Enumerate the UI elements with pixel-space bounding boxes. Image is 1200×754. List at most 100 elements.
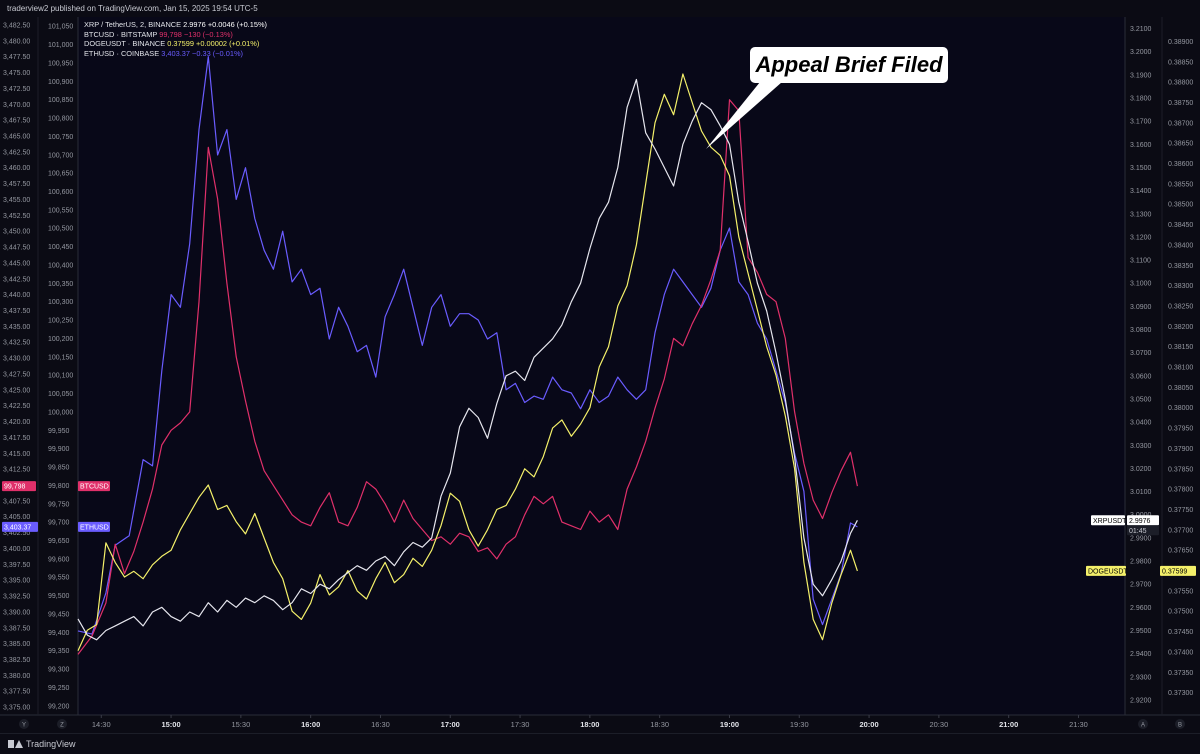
btc-axis-tick-label: 100,150 (48, 354, 73, 361)
doge-axis-tick-label: 0.38050 (1168, 385, 1193, 392)
time-axis-label: 21:00 (999, 720, 1018, 729)
xrp-axis-tick-label: 3.1600 (1130, 142, 1152, 149)
eth-axis-tick-label: 3,417.50 (3, 435, 30, 442)
xrp-axis-tick-label: 3.1000 (1130, 281, 1152, 288)
eth-axis-tick-label: 3,472.50 (3, 86, 30, 93)
doge-axis-tick-label: 0.38750 (1168, 100, 1193, 107)
doge-axis-tick-label: 0.38550 (1168, 181, 1193, 188)
btc-axis-tick-label: 100,250 (48, 318, 73, 325)
eth-axis-tick-label: 3,415.00 (3, 451, 30, 458)
doge-price-tag-bg (1160, 565, 1196, 576)
btc-axis-tick-label: 99,500 (48, 593, 70, 600)
btc-axis-tick-label: 100,500 (48, 226, 73, 233)
btc-axis-tick-label: 100,200 (48, 336, 73, 343)
legend-symbol: XRP / TetherUS, 2, BINANCE (84, 20, 184, 29)
chart-canvas[interactable]: 3,375.00 3,377.50 3,380.00 3,382.50 3,385.00… (0, 17, 1200, 733)
btc-axis-tick-label: 100,800 (48, 116, 73, 123)
xrp-label-tag-bg (1091, 515, 1125, 526)
doge-axis-tick-label: 0.38700 (1168, 120, 1193, 127)
eth-axis-tick-label: 3,397.50 (3, 562, 30, 569)
eth-axis-tick-label: 3,392.50 (3, 594, 30, 601)
eth-price-tag-bg (2, 521, 38, 532)
doge-axis-tick-label: 0.38450 (1168, 222, 1193, 229)
legend-symbol: DOGEUSDT · BINANCE (84, 39, 168, 49)
eth-axis-tick-label: 3,457.50 (3, 181, 30, 188)
doge-axis-tick-label: 0.38200 (1168, 324, 1193, 331)
legend-row[interactable]: ETHUSD · COINBASE 3,403.37 −0.33 (−0.01%… (84, 49, 267, 59)
xrp-axis-tick-label: 3.0400 (1130, 420, 1152, 427)
eth-axis-tick-label: 3,427.50 (3, 371, 30, 378)
tradingview-logo[interactable]: TradingView (8, 739, 76, 749)
legend-symbol: BTCUSD · BITSTAMP (84, 29, 160, 39)
time-axis-label: 20:00 (859, 720, 878, 729)
xrp-axis-tick-label: 3.0600 (1130, 373, 1152, 380)
time-axis-label: 21:30 (1069, 720, 1088, 729)
eth-axis-tick-label: 3,442.50 (3, 276, 30, 283)
eth-axis-tick-label: 3,400.00 (3, 546, 30, 553)
axis-button-label: Y (22, 723, 26, 729)
axis-button-label: Z (60, 723, 64, 729)
doge-axis-tick-label: 0.37300 (1168, 690, 1193, 697)
xrp-axis-tick-label: 2.9400 (1130, 651, 1152, 658)
footer-bar: TradingView (0, 733, 1200, 754)
eth-axis-tick-label: 3,390.00 (3, 609, 30, 616)
btc-axis-tick-label: 100,350 (48, 281, 73, 288)
btc-price-tag-bg (2, 481, 36, 492)
legend-change: +0.00002 (+0.01%) (196, 39, 260, 49)
doge-axis-tick-label: 0.37950 (1168, 426, 1193, 433)
doge-axis-tick-label: 0.37450 (1168, 629, 1193, 636)
doge-axis-tick-label: 0.37350 (1168, 670, 1193, 677)
doge-axis-tick-label: 0.37500 (1168, 609, 1193, 616)
btc-axis-tick-label: 100,300 (48, 299, 73, 306)
eth-axis-tick-label: 3,375.00 (3, 705, 30, 712)
btc-axis-tick-label: 100,050 (48, 391, 73, 398)
doge-axis-tick-label: 0.38250 (1168, 303, 1193, 310)
xrp-axis-tick-label: 3.1200 (1130, 234, 1152, 241)
xrp-axis-tick-label: 3.2000 (1130, 49, 1152, 56)
series-line-xrp (77, 78, 858, 641)
btc-axis-tick-label: 100,450 (48, 244, 73, 251)
doge-label-tag: DOGEUSDT (1088, 568, 1128, 575)
xrp-axis-tick-label: 3.1300 (1130, 211, 1152, 218)
eth-axis-tick-label: 3,425.00 (3, 387, 30, 394)
eth-axis-tick-label: 3,432.50 (3, 340, 30, 347)
eth-axis-tick-label: 3,382.50 (3, 657, 30, 664)
doge-axis-tick-label: 0.37400 (1168, 649, 1193, 656)
time-axis-label: 18:00 (580, 720, 599, 729)
btc-axis-tick-label: 101,050 (48, 24, 73, 31)
eth-axis-tick-label: 3,385.00 (3, 641, 30, 648)
legend-change: −0.33 (−0.01%) (192, 48, 243, 58)
eth-axis-tick-label: 3,460.00 (3, 165, 30, 172)
btc-axis-tick-label: 99,200 (48, 703, 70, 710)
xrp-axis-tick-label: 3.1900 (1130, 72, 1152, 79)
eth-axis-tick-label: 3,445.00 (3, 260, 30, 267)
time-axis-label: 15:00 (161, 720, 180, 729)
legend-price: 2.9976 (183, 20, 208, 29)
xrp-axis-tick-label: 2.9600 (1130, 605, 1152, 612)
doge-axis-tick-label: 0.38800 (1168, 80, 1193, 87)
doge-axis-tick-label: 0.38350 (1168, 263, 1193, 270)
time-axis-label: 19:30 (790, 720, 809, 729)
doge-axis-tick-label: 0.37800 (1168, 487, 1193, 494)
btc-axis-tick-label: 99,300 (48, 667, 70, 674)
xrp-axis-tick-label: 3.0300 (1130, 443, 1152, 450)
legend-row[interactable]: BTCUSD · BITSTAMP 99,798 −130 (−0.13%) (84, 30, 267, 40)
eth-axis-tick-label: 3,407.50 (3, 498, 30, 505)
legend-symbol: ETHUSD · COINBASE (84, 48, 162, 58)
series-line-eth (77, 56, 858, 635)
time-axis-label: 16:00 (301, 720, 320, 729)
eth-axis-tick-label: 3,405.00 (3, 514, 30, 521)
series-line-doge (77, 73, 858, 651)
eth-axis-tick-label: 3,482.50 (3, 22, 30, 29)
eth-axis-tick-label: 3,402.50 (3, 530, 30, 537)
xrp-axis-tick-label: 3.1800 (1130, 96, 1152, 103)
btc-axis-tick-label: 99,650 (48, 538, 70, 545)
legend-row[interactable]: XRP / TetherUS, 2, BINANCE 2.9976 +0.004… (84, 20, 267, 30)
legend-row[interactable]: DOGEUSDT · BINANCE 0.37599 +0.00002 (+0.… (84, 39, 267, 49)
publisher-bar: traderview2 published on TradingView.com… (0, 0, 1200, 17)
axis-button (1175, 719, 1185, 729)
btc-axis-tick-label: 99,700 (48, 520, 70, 527)
xrp-axis-tick-label: 3.2100 (1130, 26, 1152, 33)
legend-price: 3,403.37 (161, 48, 193, 58)
xrp-axis-tick-label: 3.1500 (1130, 165, 1152, 172)
